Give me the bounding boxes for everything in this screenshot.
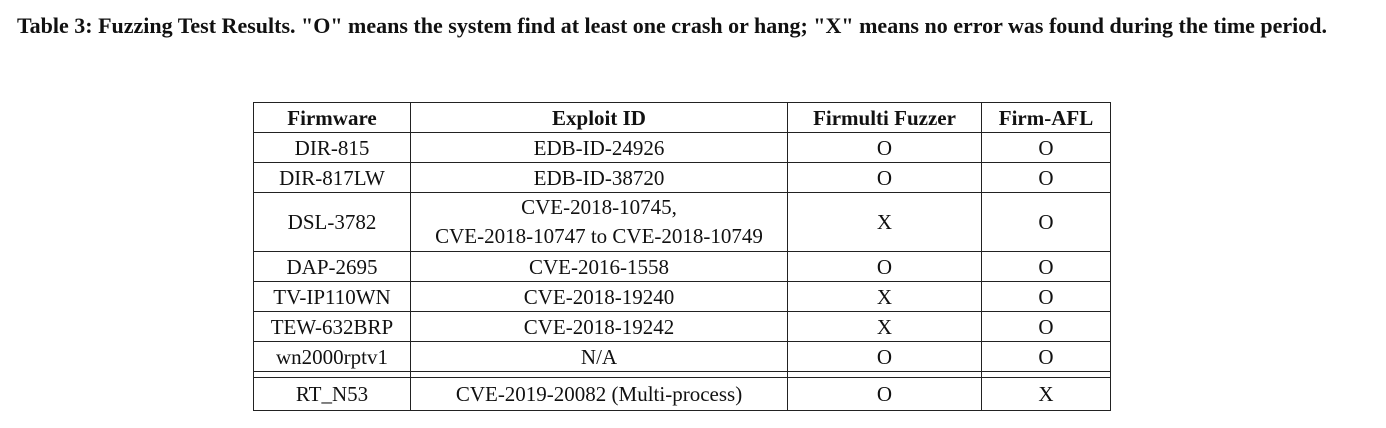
exploit-id-line: CVE-2018-10747 to CVE-2018-10749 — [435, 224, 763, 248]
table-caption: Table 3: Fuzzing Test Results. "O" means… — [17, 13, 1328, 38]
table-row: wn2000rptv1 N/A O O — [253, 341, 1111, 372]
table-row: DSL-3782 CVE-2018-10745, CVE-2018-10747 … — [253, 192, 1111, 252]
cell-firmware: RT_N53 — [253, 377, 411, 411]
cell-firmware: TV-IP110WN — [253, 281, 411, 312]
cell-exploit-id: EDB-ID-24926 — [410, 132, 788, 163]
table-row: TEW-632BRP CVE-2018-19242 X O — [253, 311, 1111, 342]
header-firmulti-fuzzer: Firmulti Fuzzer — [787, 102, 982, 133]
cell-firmware: DIR-817LW — [253, 162, 411, 193]
table-row: DAP-2695 CVE-2016-1558 O O — [253, 251, 1111, 282]
cell-firmafl-result: O — [981, 341, 1111, 372]
cell-firmafl-result: O — [981, 281, 1111, 312]
cell-firmware: wn2000rptv1 — [253, 341, 411, 372]
table-header-row: Firmware Exploit ID Firmulti Fuzzer Firm… — [253, 102, 1111, 133]
cell-firmafl-result: O — [981, 311, 1111, 342]
cell-firmware: DSL-3782 — [253, 192, 411, 252]
header-firmware: Firmware — [253, 102, 411, 133]
table-row: TV-IP110WN CVE-2018-19240 X O — [253, 281, 1111, 312]
table-row: DIR-817LW EDB-ID-38720 O O — [253, 162, 1111, 193]
cell-firmware: TEW-632BRP — [253, 311, 411, 342]
exploit-id-line: CVE-2018-10745, — [521, 195, 677, 219]
table-row: DIR-815 EDB-ID-24926 O O — [253, 132, 1111, 163]
cell-firmulti-result: X — [787, 192, 982, 252]
cell-exploit-id: CVE-2018-19242 — [410, 311, 788, 342]
table-row: RT_N53 CVE-2019-20082 (Multi-process) O … — [253, 377, 1111, 411]
cell-exploit-id: CVE-2016-1558 — [410, 251, 788, 282]
cell-exploit-id: N/A — [410, 341, 788, 372]
cell-firmulti-result: X — [787, 281, 982, 312]
cell-firmulti-result: X — [787, 311, 982, 342]
cell-firmware: DIR-815 — [253, 132, 411, 163]
fuzzing-results-table: Firmware Exploit ID Firmulti Fuzzer Firm… — [253, 102, 1111, 411]
cell-firmafl-result: X — [981, 377, 1111, 411]
cell-firmafl-result: O — [981, 162, 1111, 193]
header-firm-afl: Firm-AFL — [981, 102, 1111, 133]
cell-firmafl-result: O — [981, 251, 1111, 282]
cell-exploit-id: CVE-2018-19240 — [410, 281, 788, 312]
cell-firmafl-result: O — [981, 132, 1111, 163]
cell-firmulti-result: O — [787, 162, 982, 193]
cell-exploit-id: CVE-2019-20082 (Multi-process) — [410, 377, 788, 411]
cell-firmulti-result: O — [787, 341, 982, 372]
cell-firmulti-result: O — [787, 251, 982, 282]
header-exploit-id: Exploit ID — [410, 102, 788, 133]
cell-firmulti-result: O — [787, 377, 982, 411]
cell-exploit-id: CVE-2018-10745, CVE-2018-10747 to CVE-20… — [410, 192, 788, 252]
cell-firmware: DAP-2695 — [253, 251, 411, 282]
cell-firmulti-result: O — [787, 132, 982, 163]
cell-exploit-id: EDB-ID-38720 — [410, 162, 788, 193]
cell-firmafl-result: O — [981, 192, 1111, 252]
